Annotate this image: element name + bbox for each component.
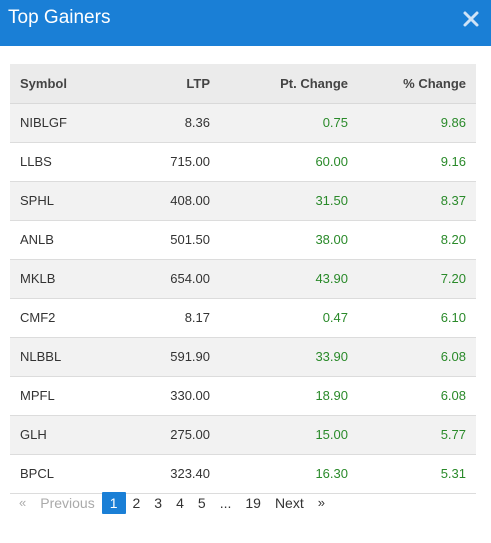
cell-pt-change: 15.00: [220, 415, 358, 455]
cell-ltp: 275.00: [120, 415, 220, 455]
page-link-2[interactable]: 2: [132, 495, 141, 511]
table-row[interactable]: MPFL 330.00 18.90 6.08: [10, 376, 476, 416]
cell-ltp: 330.00: [120, 376, 220, 416]
page-link-1[interactable]: 1: [101, 492, 126, 514]
page-ellipsis: ...: [219, 495, 232, 511]
cell-percent-change: 6.08: [358, 337, 476, 377]
cell-percent-change: 9.16: [358, 142, 476, 182]
table-row[interactable]: LLBS 715.00 60.00 9.16: [10, 142, 476, 182]
page-link-5[interactable]: 5: [197, 495, 206, 511]
cell-symbol[interactable]: LLBS: [10, 142, 120, 182]
cell-symbol[interactable]: MKLB: [10, 259, 120, 299]
column-header-ltp[interactable]: LTP: [120, 64, 220, 104]
cell-percent-change: 8.20: [358, 220, 476, 260]
cell-percent-change: 5.77: [358, 415, 476, 455]
table-row[interactable]: BPCL 323.40 16.30 5.31: [10, 454, 476, 494]
modal-header: Top Gainers: [0, 0, 491, 46]
cell-ltp: 654.00: [120, 259, 220, 299]
cell-percent-change: 6.08: [358, 376, 476, 416]
cell-symbol[interactable]: CMF2: [10, 298, 120, 338]
cell-symbol[interactable]: NIBLGF: [10, 103, 120, 143]
cell-symbol[interactable]: ANLB: [10, 220, 120, 260]
cell-percent-change: 7.20: [358, 259, 476, 299]
cell-pt-change: 0.75: [220, 103, 358, 143]
cell-ltp: 8.17: [120, 298, 220, 338]
table-row[interactable]: NLBBL 591.90 33.90 6.08: [10, 337, 476, 377]
cell-pt-change: 31.50: [220, 181, 358, 221]
cell-symbol[interactable]: SPHL: [10, 181, 120, 221]
table-row[interactable]: SPHL 408.00 31.50 8.37: [10, 181, 476, 221]
cell-ltp: 8.36: [120, 103, 220, 143]
cell-ltp: 323.40: [120, 454, 220, 494]
previous-chevron-icon: «: [19, 495, 27, 510]
cell-percent-change: 8.37: [358, 181, 476, 221]
cell-symbol[interactable]: BPCL: [10, 454, 120, 494]
cell-pt-change: 43.90: [220, 259, 358, 299]
cell-pt-change: 38.00: [220, 220, 358, 260]
modal-title: Top Gainers: [8, 7, 111, 28]
cell-percent-change: 9.86: [358, 103, 476, 143]
table-row[interactable]: GLH 275.00 15.00 5.77: [10, 415, 476, 455]
page-link-19[interactable]: 19: [245, 495, 261, 511]
table-row[interactable]: ANLB 501.50 38.00 8.20: [10, 220, 476, 260]
page-link-3[interactable]: 3: [154, 495, 163, 511]
table-row[interactable]: NIBLGF 8.36 0.75 9.86: [10, 103, 476, 143]
pagination: « Previous 1 2 3 4 5 ... 19 Next »: [12, 492, 332, 514]
cell-pt-change: 16.30: [220, 454, 358, 494]
close-icon[interactable]: [461, 9, 481, 29]
cell-pt-change: 18.90: [220, 376, 358, 416]
cell-ltp: 715.00: [120, 142, 220, 182]
page-link-4[interactable]: 4: [176, 495, 184, 511]
cell-percent-change: 5.31: [358, 454, 476, 494]
cell-pt-change: 33.90: [220, 337, 358, 377]
table-row[interactable]: MKLB 654.00 43.90 7.20: [10, 259, 476, 299]
previous-page-link: Previous: [40, 495, 95, 511]
column-header-percent-change[interactable]: % Change: [358, 64, 476, 104]
top-gainers-table: Symbol LTP Pt. Change % Change NIBLGF 8.3…: [10, 64, 476, 494]
cell-ltp: 501.50: [120, 220, 220, 260]
cell-ltp: 408.00: [120, 181, 220, 221]
next-chevron-icon[interactable]: »: [317, 495, 325, 510]
column-header-symbol[interactable]: Symbol: [10, 64, 120, 104]
column-header-pt-change[interactable]: Pt. Change: [220, 64, 358, 104]
cell-pt-change: 0.47: [220, 298, 358, 338]
cell-symbol[interactable]: GLH: [10, 415, 120, 455]
top-gainers-table-container: Symbol LTP Pt. Change % Change NIBLGF 8.3…: [10, 64, 476, 494]
next-page-link[interactable]: Next: [274, 495, 304, 511]
cell-ltp: 591.90: [120, 337, 220, 377]
cell-pt-change: 60.00: [220, 142, 358, 182]
table-header-row: Symbol LTP Pt. Change % Change: [10, 64, 476, 104]
table-row[interactable]: CMF2 8.17 0.47 6.10: [10, 298, 476, 338]
cell-symbol[interactable]: NLBBL: [10, 337, 120, 377]
cell-percent-change: 6.10: [358, 298, 476, 338]
cell-symbol[interactable]: MPFL: [10, 376, 120, 416]
